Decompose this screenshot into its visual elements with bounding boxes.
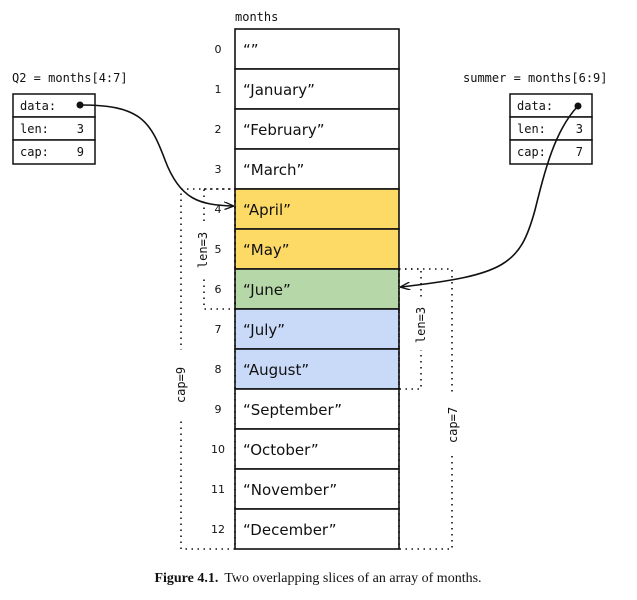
cell-value: “April” xyxy=(243,201,291,219)
cell-index: 12 xyxy=(211,523,225,536)
summer-data-label: data: xyxy=(517,99,553,113)
summer-slice-header xyxy=(509,93,593,165)
cell-value: “June” xyxy=(243,281,291,299)
cell-index: 4 xyxy=(215,203,222,216)
cell-index: 5 xyxy=(215,243,222,256)
q2-len-label: len: xyxy=(20,122,49,136)
q2-cap-label: cap: xyxy=(20,145,49,159)
array-label: months xyxy=(235,10,278,24)
summer-len-value: 3 xyxy=(576,122,583,136)
q2-pointer-arrow xyxy=(79,104,233,206)
cell-index: 7 xyxy=(215,323,222,336)
array-cell xyxy=(234,428,400,470)
array: “” 0 “January” 1 “February” 2 “March” 3 “April” 4… xyxy=(211,28,400,550)
cell-index: 2 xyxy=(215,123,222,136)
summer-cap-label: cap: xyxy=(517,145,546,159)
cell-index: 8 xyxy=(215,363,222,376)
summer-len-annotation: len=3 xyxy=(414,307,428,343)
cell-value: “February” xyxy=(243,121,325,139)
cell-value: “November” xyxy=(243,481,337,499)
summer-cap-value: 7 xyxy=(576,145,583,159)
figure-caption: Figure 4.1. Two overlapping slices of an … xyxy=(154,571,481,586)
q2-len-value: 3 xyxy=(77,122,84,136)
cell-value: “May” xyxy=(243,241,290,259)
cell-value: “October” xyxy=(243,441,319,459)
cell-index: 6 xyxy=(215,283,222,296)
array-cell xyxy=(234,68,400,110)
cell-value: “January” xyxy=(243,81,315,99)
cell-value: “September” xyxy=(243,401,342,419)
summer-len-label: len: xyxy=(517,122,546,136)
cell-value: “” xyxy=(243,41,259,59)
cell-value: “December” xyxy=(243,521,337,539)
q2-label: Q2 = months[4:7] xyxy=(12,71,128,85)
cell-index: 1 xyxy=(215,83,222,96)
q2-cap-annotation: cap=9 xyxy=(174,367,188,403)
figure-number: Figure 4.1. xyxy=(154,571,218,586)
array-cell xyxy=(234,388,400,430)
summer-pointer-arrow xyxy=(401,105,579,287)
array-cell xyxy=(234,508,400,550)
array-cell xyxy=(234,28,400,70)
cell-index: 11 xyxy=(211,483,225,496)
cell-index: 10 xyxy=(211,443,225,456)
q2-cap-value: 9 xyxy=(77,145,84,159)
array-cell xyxy=(234,108,400,150)
cell-value: “August” xyxy=(243,361,309,379)
summer-cap-annotation: cap=7 xyxy=(446,407,460,443)
cell-index: 0 xyxy=(215,43,222,56)
cell-value: “March” xyxy=(243,161,304,179)
q2-len-bracket xyxy=(203,188,236,310)
caption-text: Two overlapping slices of an array of mo… xyxy=(224,571,481,586)
summer-label: summer = months[6:9] xyxy=(463,71,608,85)
q2-data-label: data: xyxy=(20,99,56,113)
cell-index: 9 xyxy=(215,403,222,416)
q2-slice-header xyxy=(12,93,96,165)
array-cell xyxy=(234,188,400,230)
cell-index: 3 xyxy=(215,163,222,176)
q2-len-annotation: len=3 xyxy=(196,232,210,268)
cell-value: “July” xyxy=(243,321,285,339)
